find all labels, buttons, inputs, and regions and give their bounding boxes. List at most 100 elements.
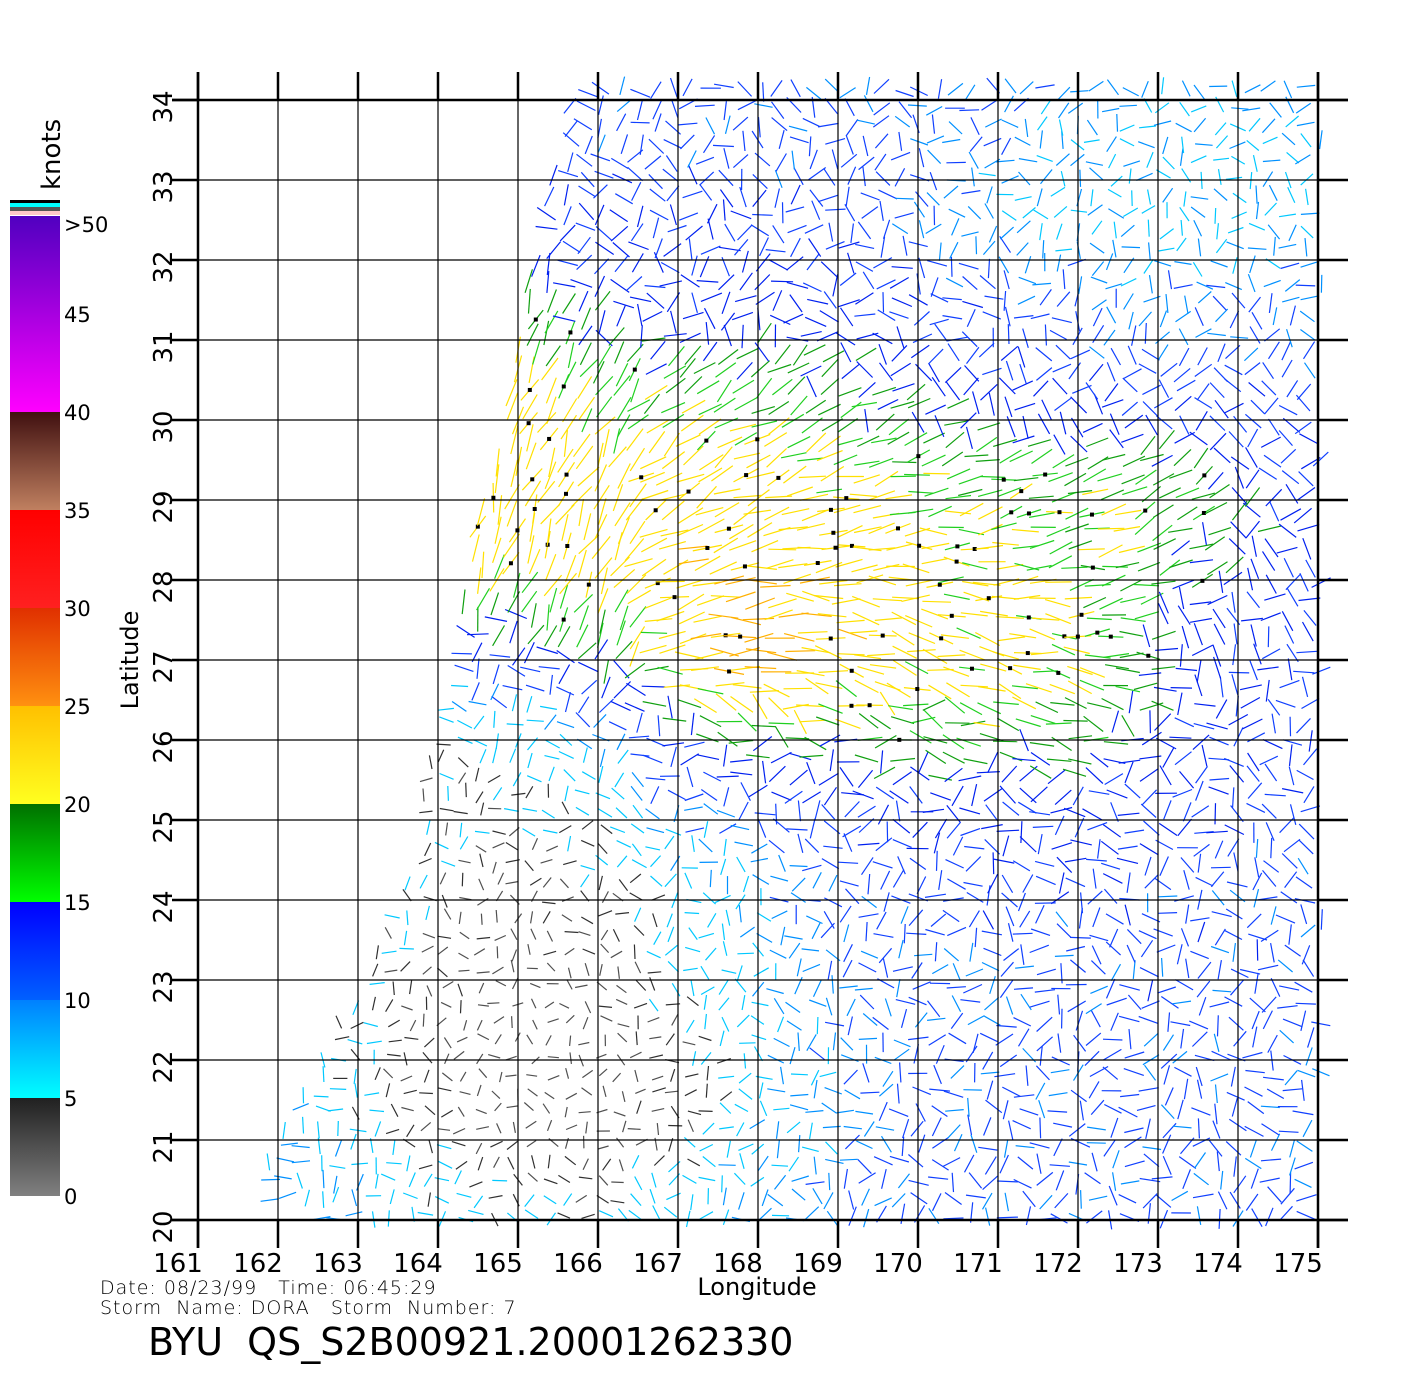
y-axis-label: Latitude	[116, 611, 144, 710]
wind-vector	[1136, 1105, 1156, 1111]
wind-vector	[927, 260, 948, 267]
wind-vector	[1019, 81, 1034, 95]
wind-vector	[789, 136, 809, 144]
wind-vector	[804, 224, 824, 234]
wind-vector	[630, 88, 651, 98]
wind-vector	[473, 1195, 484, 1209]
wind-vector	[1051, 842, 1073, 850]
wind-vector	[780, 1066, 784, 1085]
wind-vector	[967, 1097, 970, 1117]
wind-vector	[1140, 939, 1154, 958]
wind-vector	[757, 1155, 769, 1172]
wind-vector	[723, 787, 730, 807]
wind-vector	[614, 341, 625, 364]
wind-vector	[1255, 185, 1258, 204]
wind-vector	[598, 875, 603, 891]
wind-vector	[565, 554, 577, 582]
wind-vector	[1119, 124, 1135, 132]
wind-vector	[687, 1119, 694, 1133]
wind-vector	[505, 841, 519, 851]
wind-vector	[691, 292, 698, 313]
wind-vector	[682, 1174, 697, 1184]
wind-vector	[1102, 873, 1123, 884]
wind-vector	[1230, 805, 1244, 823]
wind-vector	[817, 194, 839, 203]
wind-vector	[961, 331, 978, 348]
wind-vector	[1268, 184, 1278, 201]
colorbar-segment	[10, 706, 60, 804]
wind-vector	[1151, 454, 1173, 467]
wind-vector	[620, 134, 629, 154]
wind-vector	[729, 423, 757, 432]
wind-vector	[1044, 324, 1047, 346]
wind-vector	[597, 808, 613, 818]
wind-vector	[852, 611, 880, 626]
wind-vector	[720, 1091, 733, 1101]
wind-vector	[1119, 984, 1140, 991]
wind-vector	[635, 979, 647, 991]
wind-vector	[985, 1207, 991, 1226]
wind-vector	[1055, 248, 1073, 252]
wind-vector	[696, 733, 719, 743]
wind-vector	[948, 1032, 967, 1045]
wind-vector	[895, 197, 914, 200]
wind-vector	[622, 1120, 627, 1133]
wind-vector	[1196, 980, 1211, 998]
wind-vector	[734, 295, 757, 303]
wind-vector	[1158, 487, 1181, 499]
wind-vector	[573, 433, 591, 458]
wind-vector	[559, 1002, 570, 1009]
wind-vector	[661, 500, 685, 521]
wind-vector	[1252, 872, 1263, 891]
wind-vector	[1089, 346, 1105, 359]
wind-vector	[705, 117, 716, 135]
wind-vector	[502, 685, 523, 691]
wind-vector	[541, 809, 555, 819]
wind-vector	[476, 1084, 482, 1097]
wind-vector	[865, 76, 871, 96]
wind-vector	[875, 413, 895, 431]
wind-vector	[1217, 959, 1222, 980]
wind-vector	[439, 872, 447, 885]
wind-vector	[894, 115, 911, 128]
wind-vector	[678, 122, 698, 126]
wind-vector	[1060, 170, 1066, 187]
wind-vector	[790, 395, 808, 416]
wind-vector	[1048, 472, 1073, 483]
wind-vector	[369, 1109, 385, 1113]
wind-vector	[584, 963, 590, 976]
wind-vector	[1178, 1156, 1197, 1169]
wind-vector	[1124, 829, 1145, 834]
rain-flag-marker	[867, 703, 872, 708]
wind-vector	[1064, 857, 1087, 863]
wind-vector	[791, 877, 806, 892]
wind-vector	[494, 934, 507, 941]
wind-vector	[1157, 603, 1169, 625]
wind-vector	[1004, 78, 1017, 94]
wind-vector	[1122, 87, 1139, 97]
rain-flag-marker	[738, 634, 743, 639]
wind-vector	[1085, 382, 1099, 400]
wind-vector	[681, 399, 706, 414]
rain-flag-marker	[815, 561, 820, 566]
wind-vector	[684, 1089, 697, 1097]
wind-vector	[971, 783, 978, 807]
wind-vector	[1036, 1171, 1054, 1186]
wind-vector	[595, 329, 613, 347]
wind-vector	[880, 870, 891, 890]
wind-vector	[734, 841, 754, 847]
wind-vector	[1049, 541, 1073, 555]
wind-vector	[858, 1037, 878, 1040]
wind-vector	[1105, 664, 1129, 670]
wind-vector	[750, 360, 770, 378]
wind-vector	[650, 786, 660, 805]
wind-vector	[332, 1186, 340, 1203]
wind-vector	[984, 996, 1000, 1011]
wind-vector	[478, 982, 485, 994]
wind-vector	[1037, 116, 1048, 131]
wind-vector	[1050, 1069, 1070, 1074]
wind-vector	[663, 432, 680, 457]
wind-vector	[699, 1143, 714, 1152]
y-tick-label: 22	[149, 1050, 179, 1083]
wind-vector	[608, 446, 627, 468]
